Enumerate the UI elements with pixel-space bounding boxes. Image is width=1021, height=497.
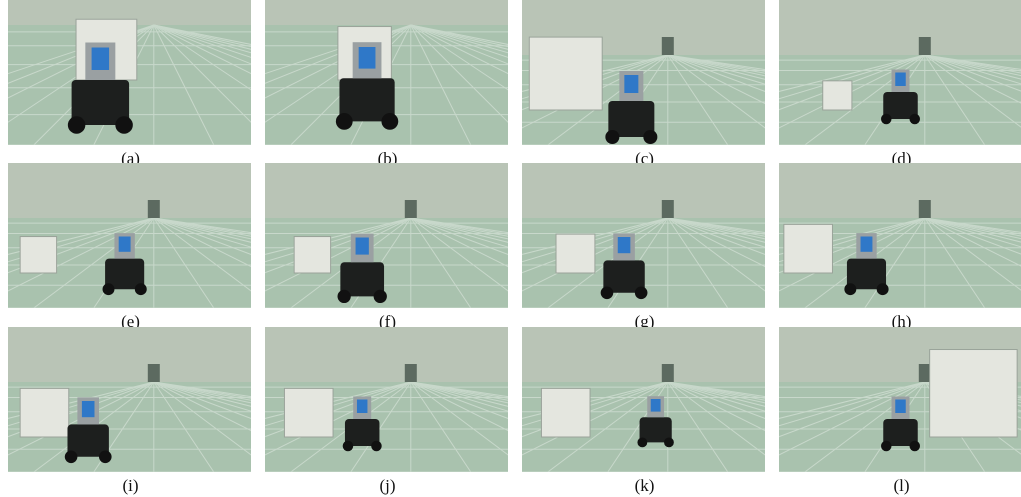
robot-wheel bbox=[881, 114, 892, 125]
photo bbox=[8, 327, 251, 472]
photo bbox=[265, 163, 508, 308]
photo bbox=[779, 327, 1021, 472]
photo-panel: (d) bbox=[779, 0, 1021, 169]
panel-caption: (i) bbox=[8, 476, 253, 496]
robot-sensor-board bbox=[92, 48, 110, 71]
corridor-end bbox=[662, 200, 674, 218]
robot-sensor-board bbox=[895, 73, 906, 87]
robot-wheel bbox=[635, 287, 648, 300]
photo-panel: (k) bbox=[522, 327, 767, 496]
photo bbox=[522, 0, 765, 145]
photo-panel: (b) bbox=[265, 0, 510, 169]
robot-wheel bbox=[115, 116, 133, 134]
photo bbox=[8, 0, 251, 145]
photo-panel: (h) bbox=[779, 163, 1021, 332]
robot-sensor-board bbox=[624, 75, 638, 93]
photo-panel: (e) bbox=[8, 163, 253, 332]
robot-wheel bbox=[371, 441, 382, 452]
robot-wheel bbox=[374, 290, 387, 303]
robot-wheel bbox=[601, 287, 614, 300]
cabinet bbox=[930, 350, 1017, 437]
panel-caption: (k) bbox=[522, 476, 767, 496]
robot-wheel bbox=[99, 451, 112, 464]
robot-wheel bbox=[65, 451, 78, 464]
corridor-end bbox=[919, 200, 931, 218]
photo-panel: (f) bbox=[265, 163, 510, 332]
robot-wheel bbox=[605, 130, 619, 144]
cabinet bbox=[556, 234, 595, 273]
robot-sensor-board bbox=[356, 238, 369, 255]
photo bbox=[522, 327, 765, 472]
cabinet bbox=[541, 388, 590, 437]
robot-wheel bbox=[103, 283, 115, 295]
robot-wheel bbox=[664, 438, 674, 448]
figure: (a)(b)(c)(d) (e)(f)(g)(h) (i) (j) (k) (l) bbox=[0, 0, 1021, 497]
robot-wheel bbox=[910, 114, 921, 125]
panel-caption: (l) bbox=[779, 476, 1021, 496]
robot-sensor-board bbox=[895, 400, 906, 414]
robot-sensor-board bbox=[618, 237, 631, 253]
cabinet bbox=[784, 224, 833, 273]
robot-wheel bbox=[877, 283, 889, 295]
robot-sensor-board bbox=[651, 399, 661, 412]
panel-caption: (j) bbox=[265, 476, 510, 496]
robot-sensor-board bbox=[359, 47, 376, 69]
corridor-end bbox=[148, 364, 160, 382]
corridor-end bbox=[919, 37, 931, 55]
robot-wheel bbox=[343, 441, 354, 452]
photo-panel: (c) bbox=[522, 0, 767, 169]
robot-wheel bbox=[381, 113, 398, 130]
photo-panel: (j) bbox=[265, 327, 510, 496]
robot-wheel bbox=[336, 113, 353, 130]
robot-wheel bbox=[637, 438, 647, 448]
cabinet bbox=[294, 237, 330, 273]
corridor-end bbox=[405, 364, 417, 382]
cabinet bbox=[823, 81, 852, 110]
corridor-end bbox=[148, 200, 160, 218]
photo bbox=[8, 163, 251, 308]
photo-panel: (l) bbox=[779, 327, 1021, 496]
robot-wheel bbox=[910, 441, 921, 452]
robot-wheel bbox=[135, 283, 147, 295]
photo bbox=[779, 0, 1021, 145]
robot-wheel bbox=[844, 283, 856, 295]
cabinet bbox=[284, 388, 333, 437]
robot-sensor-board bbox=[119, 237, 131, 252]
corridor-end bbox=[662, 37, 674, 55]
corridor-end bbox=[405, 200, 417, 218]
photo bbox=[779, 163, 1021, 308]
robot-wheel bbox=[881, 441, 892, 452]
photo bbox=[265, 0, 508, 145]
corridor-end bbox=[662, 364, 674, 382]
photo bbox=[265, 327, 508, 472]
corridor-end bbox=[919, 364, 931, 382]
robot-sensor-board bbox=[861, 237, 873, 252]
photo-panel: (a) bbox=[8, 0, 253, 169]
robot-wheel bbox=[68, 116, 86, 134]
photo-panel: (g) bbox=[522, 163, 767, 332]
cabinet bbox=[20, 237, 56, 273]
cabinet bbox=[20, 388, 69, 437]
robot-wheel bbox=[643, 130, 657, 144]
robot-sensor-board bbox=[357, 400, 368, 414]
photo-panel: (i) bbox=[8, 327, 253, 496]
robot-sensor-board bbox=[82, 401, 95, 417]
photo bbox=[522, 163, 765, 308]
robot-wheel bbox=[338, 290, 351, 303]
cabinet bbox=[529, 37, 602, 110]
